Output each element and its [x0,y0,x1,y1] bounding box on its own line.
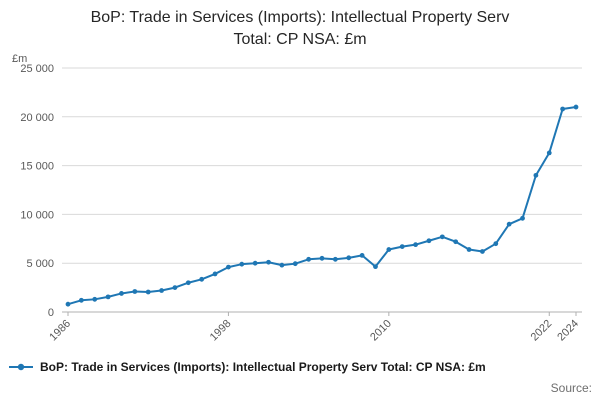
x-tick-label: 2022 [529,318,555,344]
data-point [506,221,512,227]
data-point [212,271,218,277]
data-point [266,259,271,265]
data-point [92,296,98,302]
data-point [332,256,338,262]
data-point [373,264,378,270]
y-tick-label: 10 000 [20,209,54,221]
data-point [560,106,566,112]
x-tick-label: 1998 [208,318,234,344]
x-tick-label: 1986 [47,318,73,344]
data-point [453,239,459,245]
data-point [226,264,231,270]
data-line [67,106,577,306]
data-point [573,104,579,110]
data-point [439,234,445,240]
x-tick-label: 2010 [368,318,394,344]
legend-line-marker-icon [9,363,33,371]
chart-legend: BoP: Trade in Services (Imports): Intell… [8,360,486,374]
y-tick-label: 25 000 [20,63,54,75]
data-point [132,289,138,294]
source-label: Source: [550,381,592,395]
data-point [319,255,325,261]
data-point [119,291,124,296]
x-tick-label: 2024 [555,318,581,344]
data-point [520,215,525,221]
data-point [159,288,164,293]
data-point [292,261,298,267]
data-point [399,244,405,250]
data-point [480,249,485,254]
data-point [105,294,111,300]
y-tick-label: 5 000 [26,258,54,270]
data-point [252,260,258,266]
data-point [386,247,392,252]
chart-title-line-1: BoP: Trade in Services (Imports): Intell… [90,9,510,26]
line-chart: 0 5 000 10 000 15 000 20 000 25 000£m 1986 1998… [12,53,582,344]
data-point [346,255,352,261]
data-point [185,280,191,286]
chart-title: BoP: Trade in Services (Imports): Intell… [0,7,600,50]
data-point [493,241,499,247]
data-point [239,261,245,267]
y-axis-unit-label: £m [12,53,27,65]
data-point [466,247,472,252]
data-point [359,252,365,258]
data-point [306,256,312,262]
y-tick-label: 0 [48,307,54,319]
data-point [413,242,418,248]
legend-label: BoP: Trade in Services (Imports): Intell… [40,360,486,374]
y-tick-label: 15 000 [20,161,54,173]
y-tick-label: 20 000 [20,112,54,124]
data-point [426,238,432,244]
data-point [172,285,178,290]
data-point [533,172,539,178]
data-point [78,297,84,303]
data-point [546,150,552,156]
data-point [199,276,205,282]
data-point [145,289,151,295]
chart-title-line-2: Total: CP NSA: £m [233,30,367,48]
data-point [65,301,71,307]
data-point [279,262,285,268]
